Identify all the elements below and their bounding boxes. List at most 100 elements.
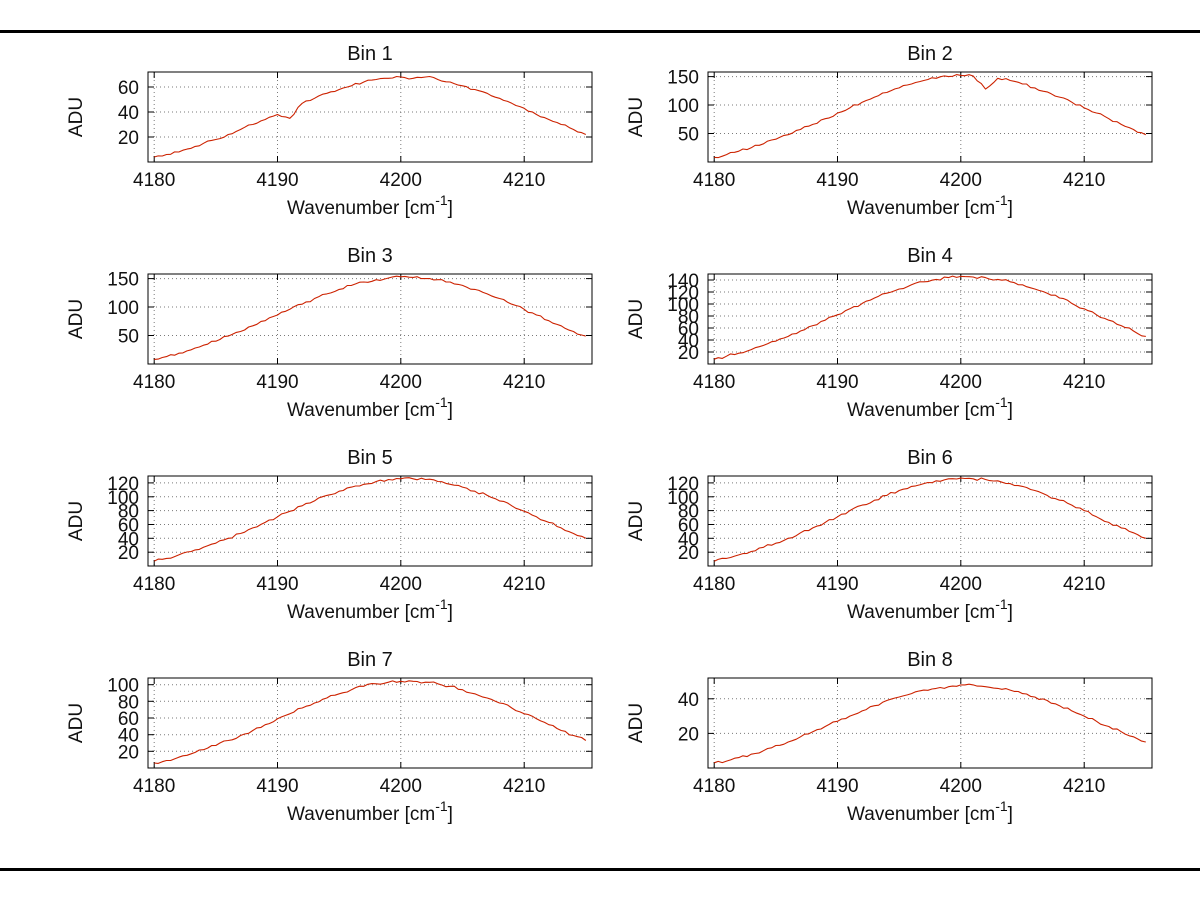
x-axis-label: Wavenumber [cm-1] bbox=[847, 394, 1013, 421]
window-border-bottom bbox=[0, 868, 1200, 871]
subplot-svg: Bin 8 ADU Wavenumber [cm-1] 4180 4190 4200… bbox=[626, 649, 1153, 825]
y-tick-label: 80 bbox=[678, 502, 699, 523]
y-tick-label: 120 bbox=[667, 283, 699, 304]
x-axis-label-close: ] bbox=[1008, 400, 1013, 421]
subplot-title: Bin 6 bbox=[907, 447, 953, 469]
y-tick-label: 100 bbox=[667, 295, 699, 316]
x-tick-label: 4200 bbox=[380, 776, 422, 797]
x-tick-label: 4200 bbox=[380, 574, 422, 595]
x-axis-label-text: Wavenumber [cm bbox=[287, 198, 435, 219]
x-axis-label-close: ] bbox=[448, 400, 453, 421]
axes-box bbox=[147, 71, 593, 163]
plot-area: 4180 4190 4200 4210 50 100 150 bbox=[107, 270, 593, 393]
subplot-title: Bin 8 bbox=[907, 649, 953, 671]
x-tick-label: 4190 bbox=[256, 170, 298, 191]
x-tick-label: 4200 bbox=[940, 776, 982, 797]
plot-area: 4180 4190 4200 4210 20 40 60 bbox=[118, 71, 593, 191]
x-tick-label: 4190 bbox=[256, 574, 298, 595]
y-axis-label: ADU bbox=[626, 501, 647, 541]
y-tick-label: 20 bbox=[678, 724, 699, 745]
x-axis-label-superscript: -1 bbox=[435, 798, 448, 814]
x-axis-label: Wavenumber [cm-1] bbox=[287, 394, 453, 421]
x-tick-label: 4180 bbox=[693, 170, 735, 191]
y-axis-label: ADU bbox=[66, 97, 87, 137]
y-axis-label: ADU bbox=[626, 97, 647, 137]
y-tick-label: 20 bbox=[678, 343, 699, 364]
subplot-bin-8: Bin 8 ADU Wavenumber [cm-1] 4180 4190 4200… bbox=[620, 648, 1160, 848]
x-tick-label: 4180 bbox=[133, 372, 175, 393]
spectrum-line bbox=[153, 477, 587, 562]
x-axis-label-text: Wavenumber [cm bbox=[287, 804, 435, 825]
y-tick-label: 40 bbox=[118, 529, 139, 550]
y-tick-label: 100 bbox=[107, 676, 139, 697]
x-tick-label: 4180 bbox=[133, 574, 175, 595]
y-tick-label: 40 bbox=[678, 690, 699, 711]
y-tick-label: 40 bbox=[678, 331, 699, 352]
x-axis-label-close: ] bbox=[1008, 198, 1013, 219]
x-axis-label-close: ] bbox=[448, 198, 453, 219]
x-axis-label: Wavenumber [cm-1] bbox=[847, 596, 1013, 623]
x-tick-label: 4180 bbox=[133, 776, 175, 797]
axes-box bbox=[707, 273, 1153, 365]
x-axis-label-text: Wavenumber [cm bbox=[847, 400, 995, 421]
y-axis-label: ADU bbox=[66, 501, 87, 541]
subplot-bin-2: Bin 2 ADU Wavenumber [cm-1] 4180 4190 4200… bbox=[620, 42, 1160, 242]
y-tick-label: 50 bbox=[678, 125, 699, 146]
x-tick-label: 4210 bbox=[503, 372, 545, 393]
axes-box bbox=[707, 677, 1153, 769]
subplot-title: Bin 2 bbox=[907, 43, 953, 65]
x-tick-label: 4210 bbox=[1063, 170, 1105, 191]
x-tick-label: 4180 bbox=[693, 776, 735, 797]
x-tick-label: 4180 bbox=[133, 170, 175, 191]
x-tick-label: 4180 bbox=[693, 372, 735, 393]
x-axis-label: Wavenumber [cm-1] bbox=[287, 596, 453, 623]
y-tick-label: 60 bbox=[678, 319, 699, 340]
y-tick-label: 20 bbox=[118, 543, 139, 564]
y-tick-label: 100 bbox=[107, 488, 139, 509]
x-axis-label-superscript: -1 bbox=[995, 192, 1008, 208]
figure-grid: Bin 1 ADU Wavenumber [cm-1] 4180 4190 4200… bbox=[60, 42, 1160, 848]
y-tick-label: 150 bbox=[667, 68, 699, 89]
x-tick-label: 4210 bbox=[1063, 372, 1105, 393]
window-border-top bbox=[0, 30, 1200, 33]
subplot-title: Bin 3 bbox=[347, 245, 393, 267]
axes-box bbox=[147, 677, 593, 769]
y-axis-label: ADU bbox=[66, 299, 87, 339]
y-tick-label: 50 bbox=[118, 327, 139, 348]
y-tick-label: 40 bbox=[118, 103, 139, 124]
x-tick-label: 4190 bbox=[816, 574, 858, 595]
x-tick-label: 4190 bbox=[256, 372, 298, 393]
x-axis-label-superscript: -1 bbox=[995, 798, 1008, 814]
y-tick-label: 100 bbox=[107, 298, 139, 319]
x-tick-label: 4190 bbox=[816, 372, 858, 393]
spectrum-line bbox=[714, 74, 1147, 159]
subplot-svg: Bin 3 ADU Wavenumber [cm-1] 4180 4190 4200… bbox=[66, 245, 593, 421]
x-tick-label: 4200 bbox=[940, 574, 982, 595]
subplot-bin-6: Bin 6 ADU Wavenumber [cm-1] 4180 4190 4200… bbox=[620, 446, 1160, 646]
axes-box bbox=[707, 475, 1153, 567]
subplot-title: Bin 4 bbox=[907, 245, 953, 267]
x-tick-label: 4200 bbox=[940, 372, 982, 393]
x-tick-label: 4200 bbox=[380, 372, 422, 393]
y-tick-label: 100 bbox=[667, 96, 699, 117]
plot-area: 4180 4190 4200 4210 50 100 150 bbox=[667, 68, 1153, 191]
x-tick-label: 4210 bbox=[1063, 776, 1105, 797]
y-tick-label: 20 bbox=[118, 742, 139, 763]
subplot-bin-4: Bin 4 ADU Wavenumber [cm-1] 4180 4190 4200… bbox=[620, 244, 1160, 444]
x-axis-label-text: Wavenumber [cm bbox=[847, 804, 995, 825]
spectrum-line bbox=[713, 477, 1146, 562]
y-axis-label: ADU bbox=[626, 299, 647, 339]
x-axis-label-text: Wavenumber [cm bbox=[847, 198, 995, 219]
x-tick-label: 4200 bbox=[380, 170, 422, 191]
spectrum-line bbox=[154, 75, 587, 158]
x-axis-label: Wavenumber [cm-1] bbox=[287, 192, 453, 219]
x-tick-label: 4210 bbox=[1063, 574, 1105, 595]
y-tick-label: 20 bbox=[678, 543, 699, 564]
y-tick-label: 40 bbox=[118, 726, 139, 747]
x-axis-label: Wavenumber [cm-1] bbox=[287, 798, 453, 825]
subplot-title: Bin 7 bbox=[347, 649, 393, 671]
y-tick-label: 120 bbox=[107, 474, 139, 495]
y-tick-label: 60 bbox=[678, 516, 699, 537]
